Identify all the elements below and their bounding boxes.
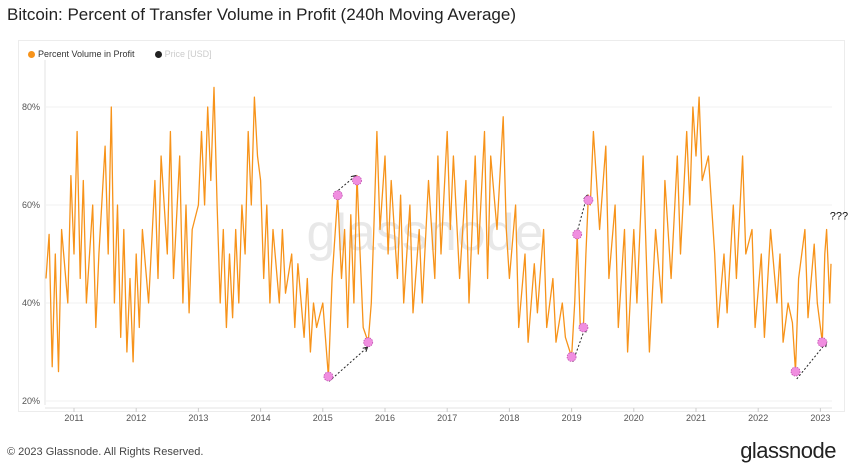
x-tick-label: 2018	[499, 413, 519, 423]
x-tick-label: 2017	[437, 413, 457, 423]
y-tick-label: 80%	[22, 102, 40, 112]
legend-item-percent-volume[interactable]: Percent Volume in Profit	[28, 49, 135, 59]
x-tick-label: 2020	[624, 413, 644, 423]
annotation-arrow	[796, 341, 828, 380]
annotation-marker	[332, 190, 343, 201]
chart-panel	[18, 40, 845, 412]
legend-dot-icon	[28, 51, 35, 58]
legend-label: Price [USD]	[164, 49, 212, 59]
legend-dot-icon	[154, 51, 162, 58]
chart-title: Bitcoin: Percent of Transfer Volume in P…	[7, 5, 517, 24]
annotation-marker	[323, 371, 334, 382]
annotation-text: ???	[830, 211, 848, 223]
brand-logo: glassnode	[740, 438, 836, 463]
annotation-marker	[817, 337, 828, 348]
y-tick-label: 40%	[22, 298, 40, 308]
annotation-marker	[363, 337, 374, 348]
x-tick-label: 2011	[64, 413, 83, 423]
annotation-marker	[572, 229, 583, 240]
x-tick-label: 2016	[375, 413, 395, 423]
x-tick-label: 2023	[810, 413, 830, 423]
x-tick-label: 2019	[562, 413, 582, 423]
legend: Percent Volume in Profit Price [USD]	[28, 49, 212, 59]
annotation-marker	[578, 322, 589, 333]
annotation-marker	[352, 175, 362, 186]
x-tick-label: 2021	[686, 413, 706, 423]
legend-label: Percent Volume in Profit	[38, 49, 135, 59]
y-tick-label: 20%	[22, 396, 40, 406]
x-tick-label: 2013	[188, 413, 208, 423]
x-tick-label: 2012	[126, 413, 146, 423]
copyright: © 2023 Glassnode. All Rights Reserved.	[7, 446, 204, 458]
annotation-marker	[566, 351, 577, 362]
arrowhead-icon	[362, 346, 369, 352]
x-tick-label: 2022	[748, 413, 768, 423]
legend-item-price[interactable]: Price [USD]	[154, 49, 212, 59]
annotation-arrow	[328, 346, 368, 382]
annotation-marker	[583, 195, 594, 206]
series-line-percent-volume	[45, 86, 832, 378]
annotation-marker	[790, 366, 801, 377]
x-tick-label: 2014	[251, 413, 271, 423]
x-tick-label: 2015	[313, 413, 333, 423]
y-tick-label: 60%	[22, 200, 40, 210]
